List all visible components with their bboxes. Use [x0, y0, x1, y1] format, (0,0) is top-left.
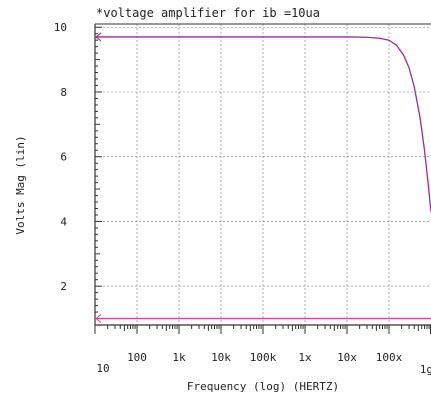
series-line-0 [95, 36, 431, 212]
x-tick-label-1k: 1k [172, 351, 186, 364]
x-axis-title: Frequency (log) (HERTZ) [187, 380, 339, 393]
x-tick-label-100x: 100x [376, 351, 403, 364]
x-tick-label-100: 100 [127, 351, 147, 364]
x-tick-label-10x: 10x [337, 351, 357, 364]
y-axis-title: Volts Mag (lin) [14, 135, 27, 234]
y-tick-label-10: 10 [54, 21, 67, 34]
y-tick-label-2: 2 [60, 280, 67, 293]
axes [94, 23, 431, 334]
y-tick-label-6: 6 [60, 151, 67, 164]
x-tick-label-1g: 1g [420, 363, 431, 376]
grid [95, 24, 431, 325]
y-tick-label-4: 4 [60, 215, 67, 228]
x-tick-label-1x: 1x [298, 351, 312, 364]
x-tick-label-100k: 100k [250, 351, 277, 364]
series-marker-0 [95, 32, 102, 42]
series-marker-1 [95, 314, 102, 323]
x-tick-label-10: 10 [96, 362, 109, 375]
series-layer [95, 32, 431, 323]
x-tick-label-10k: 10k [211, 351, 231, 364]
y-tick-label-8: 8 [60, 86, 67, 99]
chart-title: *voltage amplifier for ib =10ua [96, 6, 320, 20]
tick-labels: 2 4 6 8 10 10 100 1k 10k 100k 1x 10x 100x 1g [54, 21, 431, 376]
